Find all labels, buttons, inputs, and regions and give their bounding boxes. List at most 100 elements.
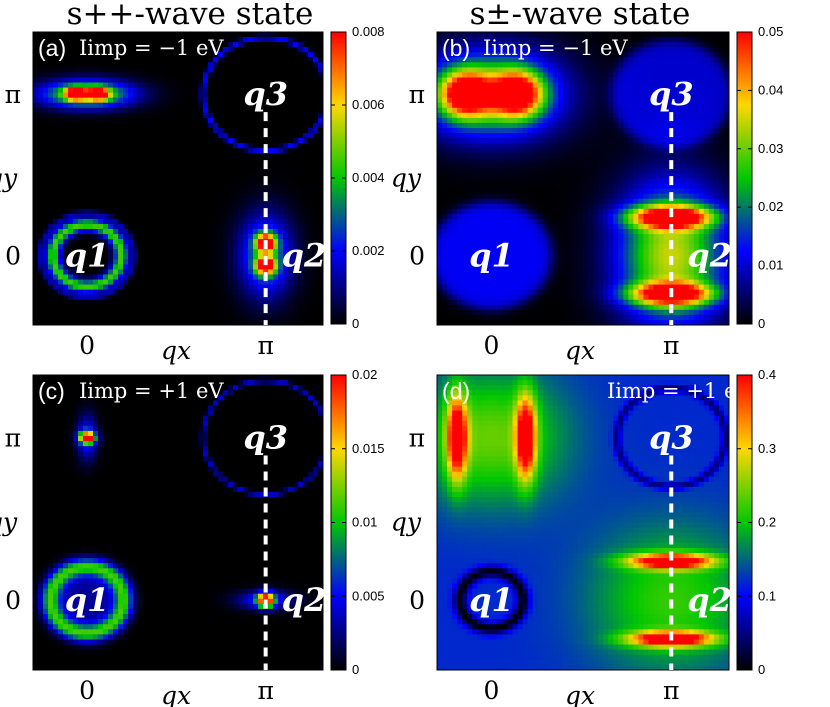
heatmap-cell (477, 153, 483, 159)
heatmap-cell (618, 62, 624, 68)
heatmap-cell (113, 254, 119, 260)
heatmap-cell (73, 274, 79, 281)
heatmap-cell (198, 102, 204, 109)
heatmap-cell (633, 138, 639, 144)
heatmap-cell (233, 82, 239, 89)
heatmap-cell (153, 57, 159, 63)
heatmap-cell (93, 319, 99, 325)
heatmap-cell (268, 274, 274, 281)
heatmap-cell (598, 133, 604, 139)
heatmap-cell (133, 203, 139, 210)
heatmap-cell (447, 107, 453, 114)
heatmap-cell (223, 223, 229, 230)
heatmap-cell (603, 57, 609, 63)
heatmap-cell (713, 52, 720, 58)
heatmap-cell (263, 264, 269, 271)
heatmap-cell (283, 138, 289, 144)
heatmap-cell (698, 37, 705, 43)
heatmap-cell (308, 264, 314, 271)
heatmap-cell (88, 57, 94, 63)
heatmap-cell (108, 42, 114, 48)
heatmap-cell (113, 37, 119, 43)
heatmap-cell (188, 289, 194, 296)
heatmap-cell (522, 102, 529, 109)
heatmap-cell (482, 143, 488, 149)
heatmap-cell (452, 92, 458, 99)
heatmap-cell (288, 183, 294, 190)
heatmap-cell (218, 117, 224, 124)
heatmap-cell (178, 299, 184, 306)
heatmap-cell (158, 188, 164, 195)
heatmap-cell (613, 42, 619, 48)
heatmap-cell (643, 72, 650, 79)
heatmap-cell (708, 52, 715, 58)
heatmap-cell (258, 72, 264, 79)
heatmap-cell (208, 138, 214, 144)
heatmap-cell (88, 213, 94, 220)
heatmap-cell (313, 52, 319, 58)
heatmap-cell (68, 203, 74, 210)
heatmap-cell (318, 67, 323, 74)
heatmap-cell (193, 259, 199, 265)
heatmap-cell (567, 168, 574, 175)
heatmap-cell (303, 47, 309, 53)
heatmap-cell (628, 158, 634, 164)
heatmap-cell (273, 163, 279, 169)
heatmap-cell (313, 289, 319, 296)
heatmap-cell (148, 173, 154, 180)
heatmap-cell (527, 47, 534, 53)
heatmap-cell (248, 82, 254, 89)
heatmap-cell (512, 32, 519, 38)
heatmap-cell (123, 62, 129, 68)
heatmap-cell (223, 254, 229, 260)
heatmap-cell (73, 52, 79, 58)
heatmap-cell (198, 188, 204, 195)
heatmap-cell (293, 107, 299, 114)
heatmap-cell (108, 188, 114, 195)
heatmap-cell (208, 52, 214, 58)
heatmap-cell (118, 37, 124, 43)
heatmap-cell (472, 148, 478, 154)
heatmap-cell (258, 158, 264, 164)
heatmap-cell (113, 163, 119, 169)
heatmap-cell (613, 143, 619, 149)
heatmap-cell (658, 143, 665, 149)
heatmap-cell (522, 148, 529, 154)
heatmap-cell (198, 107, 204, 114)
heatmap-cell (532, 67, 539, 74)
heatmap-cell (658, 57, 665, 63)
heatmap-cell (567, 102, 574, 109)
heatmap-cell (98, 42, 104, 48)
heatmap-cell (638, 117, 645, 124)
heatmap-cell (163, 274, 169, 281)
heatmap-cell (63, 304, 69, 311)
heatmap-cell (133, 259, 139, 265)
heatmap-cell (188, 213, 194, 220)
heatmap-cell (308, 304, 314, 311)
heatmap-cell (243, 72, 249, 79)
heatmap-cell (218, 289, 224, 296)
heatmap-cell (258, 198, 264, 205)
heatmap-cell (108, 244, 114, 250)
heatmap-cell (653, 67, 660, 74)
heatmap-cell (678, 107, 685, 114)
heatmap-cell (298, 143, 304, 149)
heatmap-cell (43, 72, 49, 79)
heatmap-cell (608, 92, 614, 99)
heatmap-cell (288, 67, 294, 74)
heatmap-cell (308, 52, 314, 58)
heatmap-cell (33, 309, 39, 316)
heatmap-cell (542, 122, 549, 129)
heatmap-cell (118, 97, 124, 104)
heatmap-cell (278, 264, 284, 271)
heatmap-cell (83, 299, 89, 306)
heatmap-cell (173, 203, 179, 210)
heatmap-cell (173, 168, 179, 175)
colorbar-tick-label: 0.002 (352, 243, 385, 258)
heatmap-cell (73, 72, 79, 79)
heatmap-cell (233, 213, 239, 220)
heatmap-cell (718, 82, 725, 89)
heatmap-cell (308, 173, 314, 180)
heatmap-cell (218, 127, 224, 134)
heatmap-cell (638, 138, 645, 144)
